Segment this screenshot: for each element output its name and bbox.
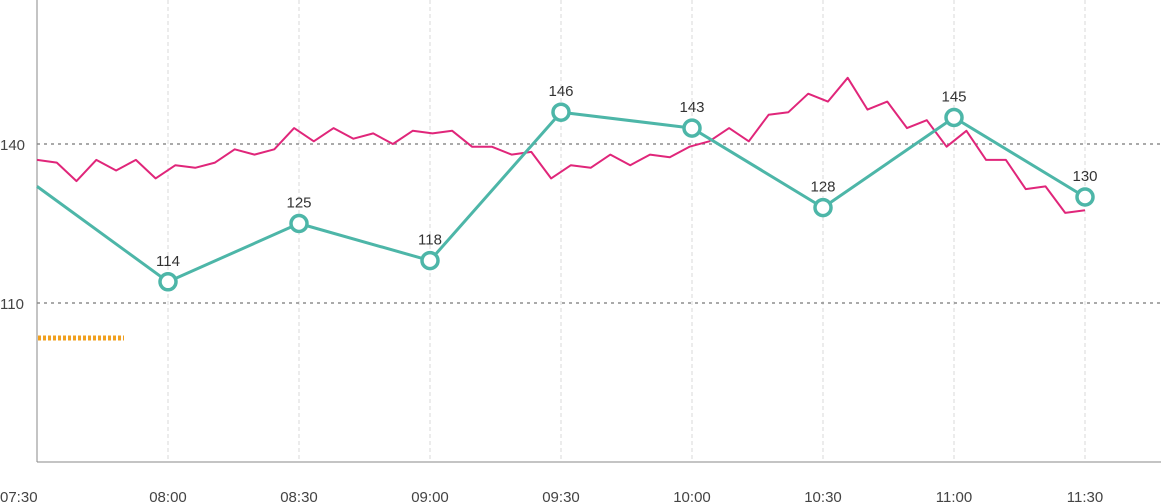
series-marker-teal [289, 213, 309, 234]
data-label: 125 [286, 195, 311, 212]
x-tick-label: 08:30 [280, 489, 318, 504]
series-marker-teal [420, 250, 440, 271]
series-marker-teal [1075, 187, 1095, 207]
series-marker-teal [682, 118, 702, 138]
x-tick-label: 11:30 [1067, 489, 1103, 504]
data-label: 128 [810, 179, 835, 196]
series-line-pink [36, 76, 1086, 214]
x-tick-label: 10:30 [804, 489, 842, 504]
x-tick-label: 07:30 [0, 489, 38, 504]
data-label: 143 [679, 99, 704, 116]
series-marker-teal [158, 272, 178, 292]
data-label: 145 [941, 89, 966, 106]
x-tick-label: 08:00 [149, 489, 187, 504]
vertical-grid-lines [167, 0, 1086, 462]
y-tick-label: 110 [0, 296, 24, 313]
x-tick-label: 09:30 [542, 489, 580, 504]
axes [36, 0, 1161, 463]
data-label: 146 [548, 83, 573, 100]
series-marker-teal [813, 197, 833, 218]
x-tick-label: 11:00 [936, 489, 972, 504]
x-tick-label: 10:00 [673, 489, 711, 504]
data-label: 130 [1072, 168, 1097, 185]
y-tick-label: 140 [0, 137, 25, 154]
series-marker-teal [944, 107, 964, 128]
data-labels: 114 125 118 146 143 128 145 130 [156, 83, 1097, 270]
x-tick-label: 09:00 [411, 489, 449, 504]
data-label: 118 [418, 232, 442, 249]
y-tick-labels: 110 140 [0, 137, 25, 313]
data-label: 114 [156, 253, 180, 270]
reference-lines [37, 143, 1161, 304]
series [36, 76, 1095, 292]
series-marker-teal [551, 102, 571, 122]
x-tick-labels: 07:30 08:00 08:30 09:00 09:30 10:00 10:30 11:00… [0, 489, 1103, 504]
